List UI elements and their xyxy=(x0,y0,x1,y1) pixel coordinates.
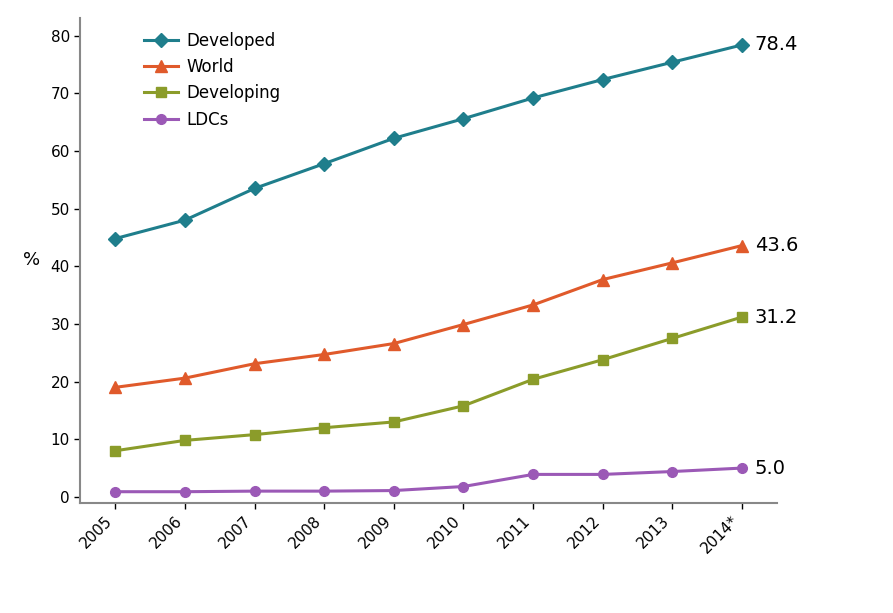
Developing xyxy=(667,335,678,342)
World xyxy=(388,340,399,347)
Developing xyxy=(528,376,538,383)
Developed xyxy=(110,235,121,242)
Developed xyxy=(528,94,538,102)
World xyxy=(597,276,608,283)
Developed xyxy=(249,185,260,192)
LDCs xyxy=(179,488,190,495)
World xyxy=(319,351,330,358)
Developed xyxy=(319,160,330,167)
Line: Developing: Developing xyxy=(111,312,747,455)
Y-axis label: %: % xyxy=(23,251,40,269)
Developed xyxy=(458,115,469,123)
Line: LDCs: LDCs xyxy=(111,463,747,497)
Text: 31.2: 31.2 xyxy=(755,308,798,327)
Developed xyxy=(667,58,678,66)
World xyxy=(737,242,747,249)
Developing xyxy=(319,424,330,432)
Developing xyxy=(388,418,399,425)
Text: 43.6: 43.6 xyxy=(755,236,798,255)
Developed xyxy=(597,76,608,83)
World xyxy=(528,301,538,308)
Developing xyxy=(597,356,608,364)
World xyxy=(667,259,678,267)
World xyxy=(110,384,121,391)
LDCs xyxy=(737,465,747,472)
World xyxy=(179,375,190,382)
LDCs xyxy=(388,487,399,494)
LDCs xyxy=(597,471,608,478)
World xyxy=(458,321,469,328)
LDCs xyxy=(667,468,678,475)
Developing xyxy=(249,431,260,438)
Line: Developed: Developed xyxy=(111,40,747,243)
Developing xyxy=(458,402,469,409)
LDCs xyxy=(110,488,121,495)
World xyxy=(249,360,260,367)
Text: 78.4: 78.4 xyxy=(755,36,798,55)
Developed xyxy=(737,41,747,48)
LDCs xyxy=(319,487,330,495)
Developing xyxy=(110,447,121,454)
Developed xyxy=(388,135,399,142)
Legend: Developed, World, Developing, LDCs: Developed, World, Developing, LDCs xyxy=(145,31,280,129)
LDCs xyxy=(249,487,260,495)
LDCs xyxy=(528,471,538,478)
Text: 5.0: 5.0 xyxy=(755,459,786,478)
Developed xyxy=(179,216,190,224)
LDCs xyxy=(458,483,469,490)
Line: World: World xyxy=(109,239,748,394)
Developing xyxy=(179,436,190,444)
Developing xyxy=(737,313,747,321)
